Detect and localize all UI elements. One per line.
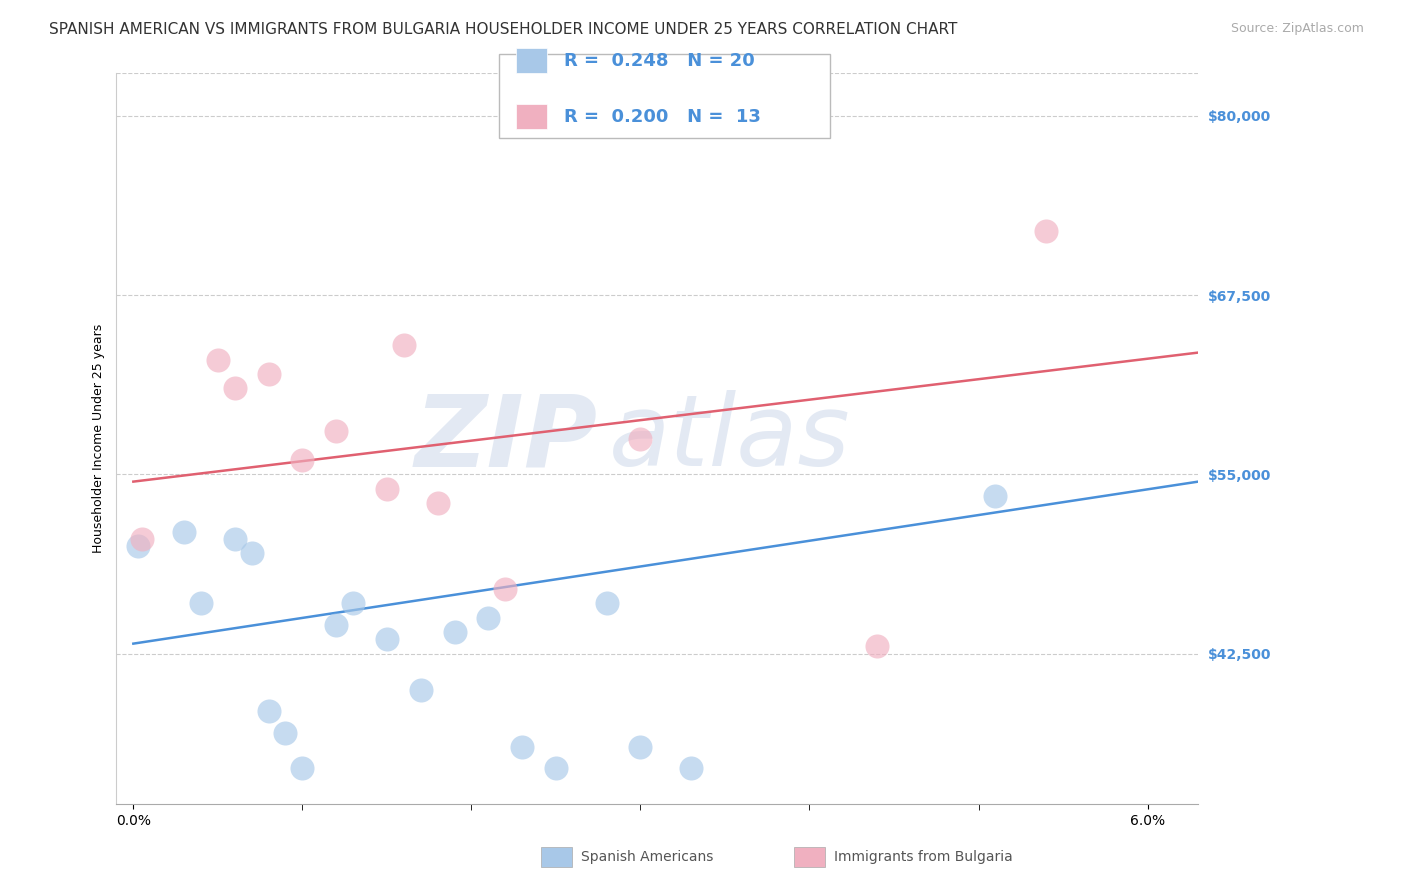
- Point: [274, 725, 297, 739]
- Point: [630, 739, 652, 754]
- Text: atlas: atlas: [609, 390, 851, 487]
- Point: [257, 367, 280, 381]
- Point: [325, 618, 347, 632]
- Point: [681, 761, 703, 775]
- Point: [224, 381, 246, 395]
- Point: [1035, 224, 1057, 238]
- Text: Spanish Americans: Spanish Americans: [581, 850, 713, 864]
- Point: [443, 625, 465, 640]
- Point: [409, 682, 432, 697]
- Point: [866, 640, 889, 654]
- Y-axis label: Householder Income Under 25 years: Householder Income Under 25 years: [93, 324, 105, 553]
- Point: [595, 597, 617, 611]
- Point: [984, 489, 1007, 503]
- Point: [207, 352, 229, 367]
- Point: [224, 532, 246, 546]
- Point: [630, 432, 652, 446]
- Point: [257, 704, 280, 718]
- Text: Immigrants from Bulgaria: Immigrants from Bulgaria: [834, 850, 1012, 864]
- Point: [375, 482, 398, 496]
- Point: [173, 524, 195, 539]
- Point: [127, 539, 149, 553]
- Point: [240, 546, 263, 560]
- Text: SPANISH AMERICAN VS IMMIGRANTS FROM BULGARIA HOUSEHOLDER INCOME UNDER 25 YEARS C: SPANISH AMERICAN VS IMMIGRANTS FROM BULG…: [49, 22, 957, 37]
- Point: [510, 739, 533, 754]
- Point: [426, 496, 449, 510]
- Point: [375, 632, 398, 647]
- Point: [291, 761, 314, 775]
- Text: R =  0.248   N = 20: R = 0.248 N = 20: [564, 52, 755, 70]
- Point: [477, 611, 499, 625]
- Point: [190, 597, 212, 611]
- Text: R =  0.200   N =  13: R = 0.200 N = 13: [564, 108, 761, 126]
- Point: [342, 597, 364, 611]
- Point: [494, 582, 516, 596]
- Text: ZIP: ZIP: [415, 390, 598, 487]
- Point: [131, 532, 153, 546]
- Text: Source: ZipAtlas.com: Source: ZipAtlas.com: [1230, 22, 1364, 36]
- Point: [544, 761, 567, 775]
- Point: [325, 425, 347, 439]
- Point: [291, 453, 314, 467]
- Point: [392, 338, 415, 352]
